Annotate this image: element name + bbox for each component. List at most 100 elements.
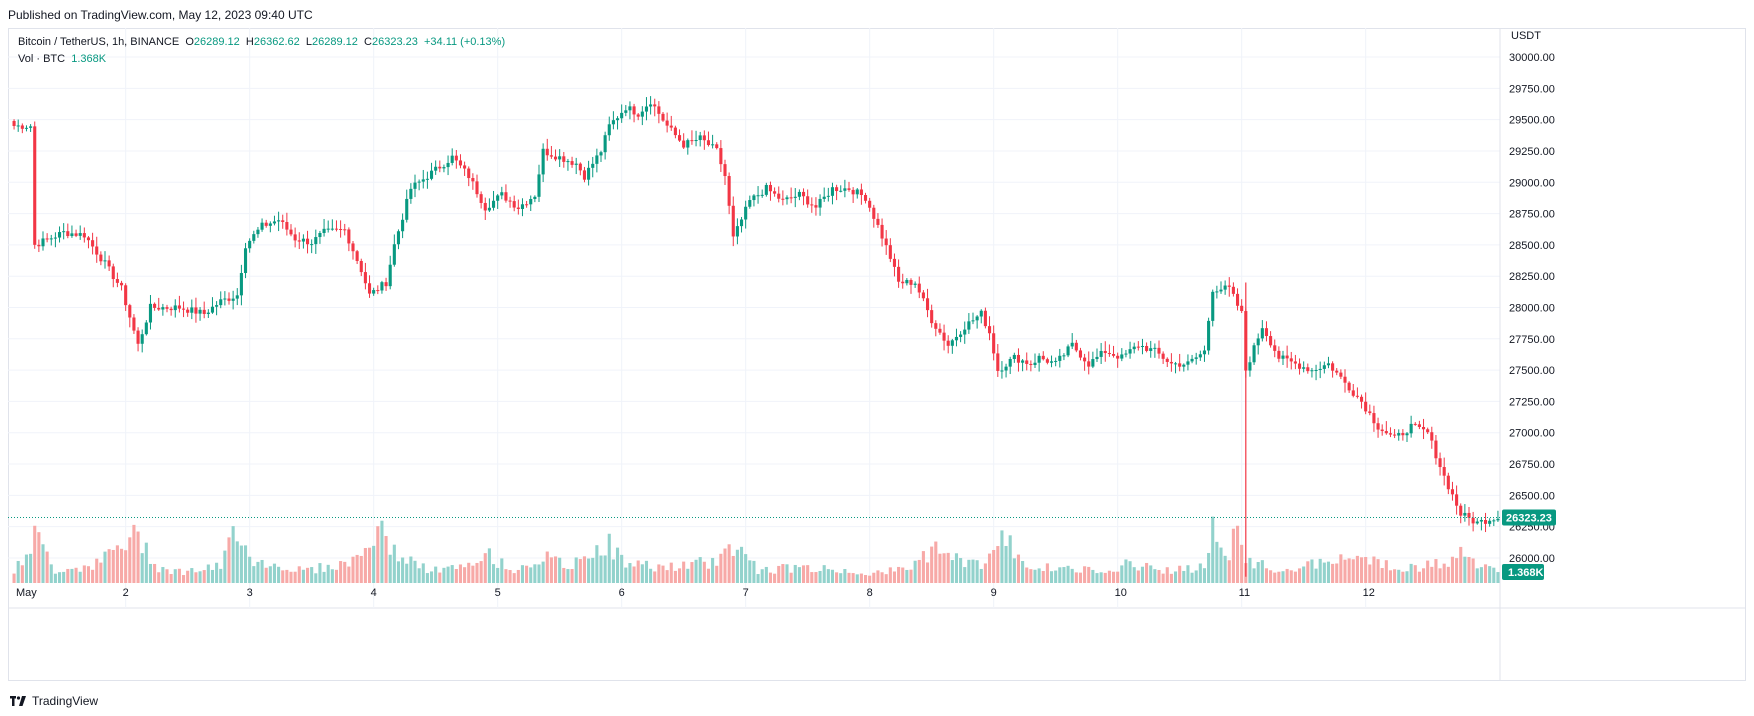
volume-bar — [1430, 566, 1434, 583]
volume-bar — [653, 571, 657, 583]
candle-body — [1393, 434, 1397, 436]
volume-bar — [814, 572, 818, 583]
candle-body — [1384, 431, 1388, 434]
candle-body — [86, 237, 91, 241]
last-price-tag: 26323.23 — [1502, 509, 1556, 526]
candle-body — [967, 321, 971, 330]
candle-body — [1273, 345, 1277, 351]
candle-body — [727, 176, 731, 206]
candle-body — [235, 295, 239, 299]
candle-body — [128, 305, 132, 318]
candle-body — [632, 106, 636, 115]
volume-bar — [1388, 570, 1393, 583]
volume-bar — [826, 569, 830, 583]
volume-bar — [1297, 568, 1302, 583]
volume-bar — [644, 560, 649, 583]
volume-bar — [553, 556, 558, 583]
legend-symbol[interactable]: Bitcoin / TetherUS, 1h, BINANCE — [18, 36, 180, 48]
candle-body — [925, 298, 930, 311]
volume-bar — [359, 555, 363, 583]
volume-bar — [463, 567, 467, 583]
candle-body — [33, 126, 37, 245]
legend-volume-label[interactable]: Vol · BTC — [18, 53, 66, 65]
volume-bar — [1376, 559, 1380, 583]
time-tick-label: 5 — [495, 587, 501, 599]
volume-bar — [119, 548, 124, 583]
candle-body — [49, 238, 53, 240]
candle-body — [483, 202, 487, 211]
volume-bar — [909, 569, 913, 583]
time-tick-label: 2 — [123, 587, 129, 599]
candle-body — [1368, 411, 1372, 414]
volume-bar — [1372, 556, 1376, 583]
volume-bar — [310, 567, 314, 583]
candle-body — [508, 200, 512, 202]
volume-bar — [1165, 567, 1169, 583]
candle-body — [591, 163, 595, 168]
candle-body — [1124, 353, 1128, 355]
volume-bar — [1417, 571, 1421, 583]
volume-bar — [1459, 546, 1463, 583]
volume-bar — [764, 566, 768, 583]
volume-bar — [1070, 568, 1074, 583]
volume-bar — [868, 575, 872, 583]
volume-bar — [611, 559, 615, 583]
volume-bar — [620, 554, 624, 583]
volume-bar — [268, 566, 272, 583]
candle-body — [438, 166, 442, 169]
candle-body — [396, 231, 401, 245]
volume-bar — [86, 566, 91, 583]
volume-bar — [1397, 569, 1401, 583]
volume-bar — [24, 554, 29, 583]
candle-body — [1318, 368, 1322, 370]
volume-bar — [181, 575, 186, 583]
candle-body — [1302, 367, 1306, 369]
candle-body — [545, 148, 549, 156]
candle-body — [979, 310, 983, 317]
candle-body — [1004, 366, 1008, 371]
volume-bar — [1078, 572, 1083, 583]
volume-bar — [1434, 559, 1438, 583]
candle-body — [384, 282, 388, 287]
volume-bar — [719, 553, 723, 583]
time-tick-label: 6 — [619, 587, 625, 599]
volume-bar — [351, 556, 355, 583]
volume-bar — [78, 571, 82, 583]
footer: TradingView — [10, 694, 98, 708]
time-tick-label: 10 — [1115, 587, 1127, 599]
candle-body — [1120, 354, 1124, 359]
candle-body — [690, 140, 694, 142]
candle-body — [367, 283, 372, 294]
candle-body — [20, 125, 24, 129]
volume-bar — [1471, 558, 1475, 583]
candle-body — [913, 283, 917, 285]
volume-bar — [785, 564, 789, 583]
candle-body — [202, 309, 206, 314]
candle-body — [735, 226, 739, 237]
candle-body — [665, 120, 669, 126]
candle-body — [1021, 360, 1025, 363]
volume-bar — [173, 569, 177, 583]
candle-body — [409, 188, 413, 199]
footer-brand[interactable]: TradingView — [32, 694, 99, 708]
volume-bar — [1463, 556, 1467, 583]
volume-bar — [57, 572, 62, 583]
candlestick-chart[interactable]: USDT 30000.00 29750.00 29500.00 29250.00 290… — [8, 28, 1746, 681]
candle-body — [851, 189, 855, 195]
candle-body — [91, 240, 95, 247]
volume-bar — [326, 564, 330, 583]
volume-bar — [479, 561, 483, 583]
volume-bar — [1252, 568, 1256, 583]
volume-bar — [95, 558, 99, 583]
candle-body — [1310, 370, 1314, 372]
candle-body — [1376, 423, 1380, 430]
candle-body — [677, 135, 682, 141]
candle-body — [1277, 350, 1281, 359]
candle-body — [1140, 345, 1145, 347]
volume-bar — [1273, 572, 1277, 583]
volume-bar — [954, 553, 959, 583]
candle-body — [425, 178, 429, 180]
volume-bar — [248, 556, 252, 583]
candle-body — [1202, 350, 1207, 355]
candle-body — [1211, 291, 1215, 321]
